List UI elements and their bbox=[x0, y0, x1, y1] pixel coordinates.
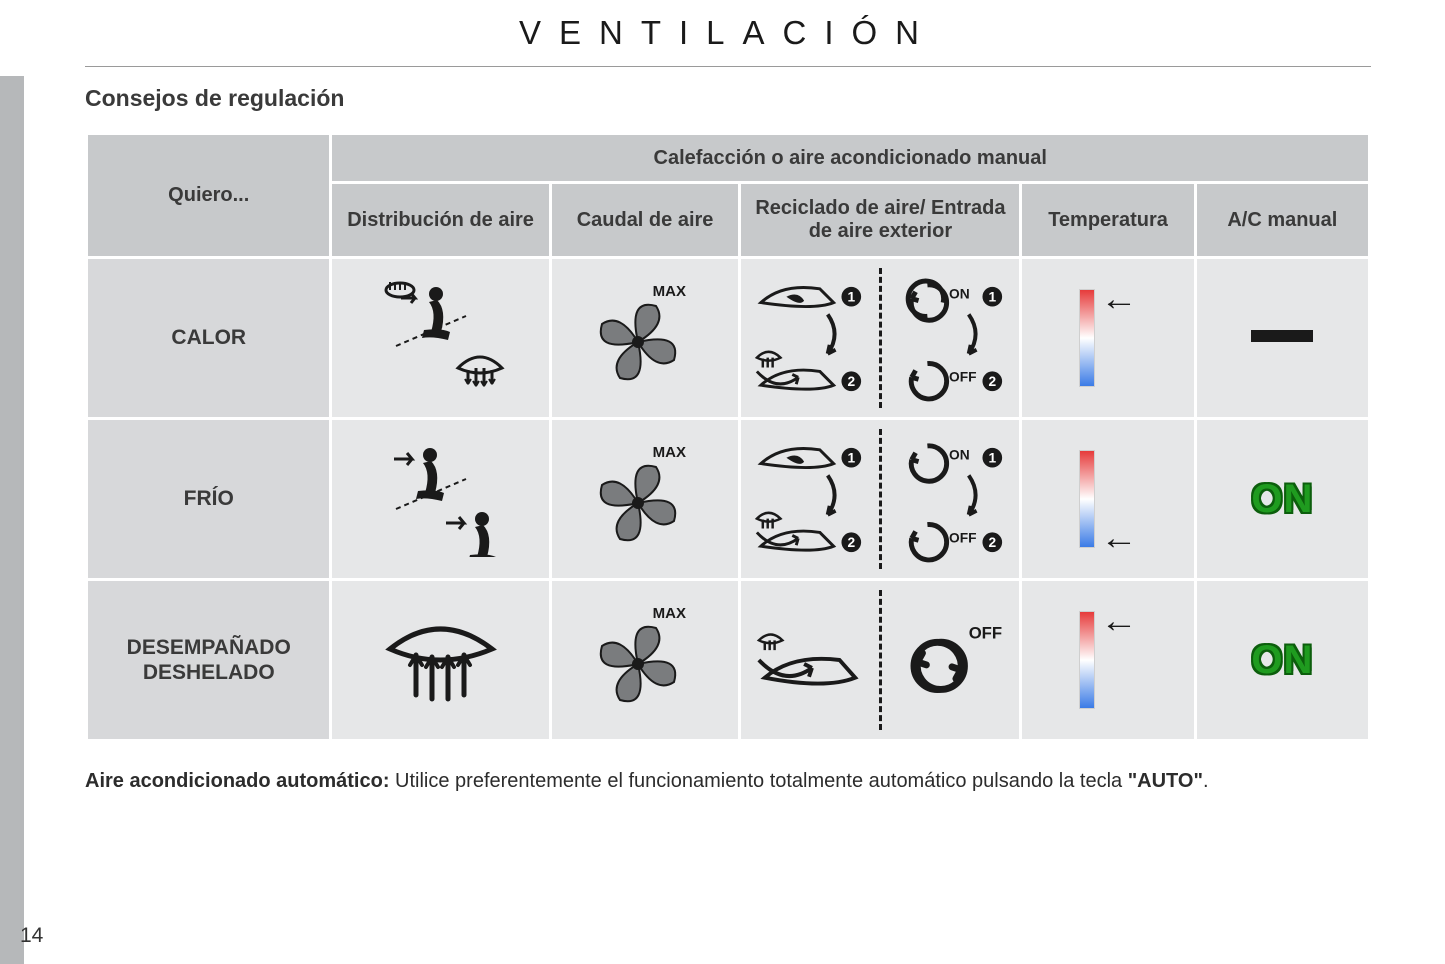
svg-text:ON: ON bbox=[949, 287, 970, 302]
recirc-exterior-car-icon bbox=[741, 590, 879, 730]
svg-text:1: 1 bbox=[848, 290, 856, 305]
page-number: 14 bbox=[20, 924, 43, 948]
cell-cold-ac: ON bbox=[1197, 420, 1368, 578]
svg-text:ON: ON bbox=[949, 448, 970, 463]
svg-text:1: 1 bbox=[988, 290, 996, 305]
recirc-cycle-icon: ON 1 OFF 2 bbox=[882, 268, 1020, 408]
svg-text:1: 1 bbox=[848, 451, 856, 466]
row-label-cold: FRÍO bbox=[88, 420, 329, 578]
svg-text:MAX: MAX bbox=[653, 605, 686, 622]
svg-text:2: 2 bbox=[988, 535, 996, 550]
table-row: FRÍO bbox=[88, 420, 1368, 578]
row-label-defog-line2: DESHELADO bbox=[143, 661, 275, 684]
page: VENTILACIÓN Consejos de regulación Quier… bbox=[0, 0, 1445, 964]
settings-table: Quiero... Calefacción o aire acondiciona… bbox=[85, 132, 1371, 742]
cell-defog-recirc: OFF bbox=[741, 581, 1019, 739]
recirc-cars-icon: 1 bbox=[741, 268, 879, 408]
header-quiero: Quiero... bbox=[88, 135, 329, 256]
header-distribution: Distribución de aire bbox=[332, 184, 548, 256]
recirc-off-cycle-icon: OFF bbox=[882, 590, 1020, 730]
cell-heat-ac bbox=[1197, 259, 1368, 417]
svg-text:2: 2 bbox=[988, 374, 996, 389]
table-row: DESEMPAÑADO DESHELADO bbox=[88, 581, 1368, 739]
temperature-gradient-icon bbox=[1079, 289, 1095, 387]
svg-text:OFF: OFF bbox=[968, 623, 1001, 642]
row-label-heat: CALOR bbox=[88, 259, 329, 417]
temp-pointer-hot-icon: ← bbox=[1099, 289, 1139, 309]
table-row: CALOR bbox=[88, 259, 1368, 417]
row-label-defog-line1: DESEMPAÑADO bbox=[127, 636, 291, 659]
cell-cold-distribution bbox=[332, 420, 548, 578]
header-flow: Caudal de aire bbox=[552, 184, 739, 256]
ac-on-label: ON bbox=[1251, 477, 1313, 521]
section-subtitle: Consejos de regulación bbox=[85, 85, 1371, 112]
footnote: Aire acondicionado automático: Utilice p… bbox=[85, 770, 1371, 793]
header-temperature: Temperatura bbox=[1022, 184, 1193, 256]
cell-defog-ac: ON bbox=[1197, 581, 1368, 739]
svg-text:2: 2 bbox=[848, 374, 856, 389]
cell-defog-flow: MAX bbox=[552, 581, 739, 739]
cell-heat-temp: ← ← bbox=[1022, 259, 1193, 417]
footnote-tail: "AUTO" bbox=[1128, 770, 1203, 792]
air-distribution-heat-icon bbox=[366, 276, 516, 396]
footnote-body: Utilice preferentemente el funcionamient… bbox=[389, 770, 1127, 792]
content-area: VENTILACIÓN Consejos de regulación Quier… bbox=[85, 14, 1371, 793]
header-recirc: Reciclado de aire/ Entrada de aire exter… bbox=[741, 184, 1019, 256]
cell-cold-flow: MAX bbox=[552, 420, 739, 578]
header-ac: A/C manual bbox=[1197, 184, 1368, 256]
svg-text:1: 1 bbox=[988, 451, 996, 466]
recirc-cars-icon: 1 bbox=[741, 429, 879, 569]
svg-text:OFF: OFF bbox=[949, 530, 977, 545]
title-rule bbox=[85, 66, 1371, 67]
temperature-gradient-icon bbox=[1079, 450, 1095, 548]
cell-cold-temp: ← ← bbox=[1022, 420, 1193, 578]
svg-text:2: 2 bbox=[848, 535, 856, 550]
cell-defog-distribution bbox=[332, 581, 548, 739]
fan-max-icon: MAX bbox=[580, 437, 710, 557]
cell-heat-flow: MAX bbox=[552, 259, 739, 417]
ac-not-applicable-icon bbox=[1251, 330, 1313, 342]
windshield-defrost-icon bbox=[376, 603, 506, 713]
footnote-period: . bbox=[1203, 770, 1209, 792]
cell-cold-recirc: 1 bbox=[741, 420, 1019, 578]
fan-max-label: MAX bbox=[653, 283, 686, 300]
svg-text:OFF: OFF bbox=[949, 369, 977, 384]
air-distribution-cold-icon bbox=[366, 437, 516, 557]
page-title: VENTILACIÓN bbox=[85, 14, 1371, 66]
svg-text:MAX: MAX bbox=[653, 444, 686, 461]
temp-pointer-hot-icon: ← bbox=[1099, 611, 1139, 631]
recirc-cycle-icon: ON 1 OFF 2 bbox=[882, 429, 1020, 569]
temp-pointer-cold-icon: ← bbox=[1099, 528, 1139, 548]
temperature-gradient-icon bbox=[1079, 611, 1095, 709]
cell-defog-temp: ← ← bbox=[1022, 581, 1193, 739]
row-label-defog: DESEMPAÑADO DESHELADO bbox=[88, 581, 329, 739]
fan-max-icon: MAX bbox=[580, 276, 710, 396]
left-margin-tab bbox=[0, 76, 24, 964]
fan-max-icon: MAX bbox=[580, 598, 710, 718]
ac-on-label: ON bbox=[1251, 638, 1313, 682]
footnote-lead: Aire acondicionado automático: bbox=[85, 770, 389, 792]
header-group: Calefacción o aire acondicionado manual bbox=[332, 135, 1368, 181]
cell-heat-recirc: 1 bbox=[741, 259, 1019, 417]
cell-heat-distribution bbox=[332, 259, 548, 417]
